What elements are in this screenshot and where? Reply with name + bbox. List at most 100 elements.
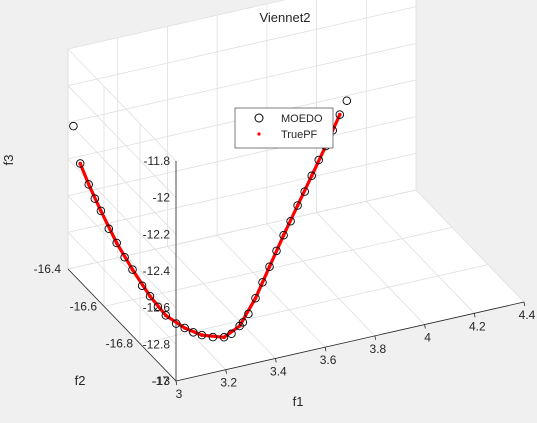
chart-title: Viennet2 xyxy=(259,10,310,25)
grid-line-x-floor xyxy=(266,223,376,337)
truepf-point xyxy=(309,174,314,178)
moedo-point[interactable] xyxy=(208,332,218,342)
grid-line-x-floor xyxy=(216,234,326,348)
moedo-point[interactable] xyxy=(227,329,236,339)
moedo-point[interactable] xyxy=(197,330,207,340)
x-tick-mark xyxy=(424,324,426,329)
grid-line-x-floor xyxy=(415,189,525,303)
moedo-point[interactable] xyxy=(293,201,302,210)
z-tick-label: -12.4 xyxy=(143,264,171,278)
x-axis-label: f1 xyxy=(293,394,304,409)
grid-line-z-left xyxy=(67,48,177,162)
legend[interactable]: MOEDO TruePF xyxy=(234,107,334,149)
legend-truepf-label: TruePF xyxy=(281,129,318,141)
moedo-point[interactable] xyxy=(145,291,155,301)
x-tick-mark xyxy=(275,358,277,363)
x-tick-label: 3.6 xyxy=(320,353,337,367)
moedo-point[interactable] xyxy=(272,246,281,256)
x-tick-mark xyxy=(225,369,227,374)
moedo-point[interactable] xyxy=(112,238,121,248)
moedo-point[interactable] xyxy=(69,121,78,131)
truepf-point xyxy=(253,296,258,301)
y-tick-label: -16.6 xyxy=(70,299,98,313)
grid-line-x-floor xyxy=(316,212,425,325)
truepf-point xyxy=(295,203,300,208)
moedo-point[interactable] xyxy=(314,155,323,165)
moedo-point[interactable] xyxy=(219,333,229,342)
truepf-point xyxy=(130,267,135,272)
moedo-point[interactable] xyxy=(84,180,93,189)
y-axis-line xyxy=(67,268,177,382)
moedo-point[interactable] xyxy=(153,302,163,311)
x-tick-label: 4 xyxy=(424,331,431,345)
moedo-point[interactable] xyxy=(265,262,274,271)
moedo-point[interactable] xyxy=(137,281,147,290)
x-tick-mark xyxy=(175,380,178,386)
grid-line-x-floor xyxy=(167,246,276,359)
grid-line-z-left xyxy=(67,122,177,235)
grid-line-z-left xyxy=(67,85,177,198)
grid-line-z-back xyxy=(67,152,417,233)
moedo-point[interactable] xyxy=(335,110,345,119)
moedo-point[interactable] xyxy=(75,159,85,168)
z-tick-label: -13 xyxy=(153,374,171,388)
x-tick-label: 3.4 xyxy=(270,364,287,378)
truepf-point xyxy=(338,112,342,117)
x-tick-label: 3.8 xyxy=(370,342,387,356)
x-tick-mark xyxy=(523,301,526,307)
grid-line-x-floor xyxy=(365,201,475,314)
legend-box xyxy=(234,107,334,149)
truepf-point xyxy=(267,264,272,269)
z-tick-label: -11.8 xyxy=(144,154,171,168)
truepf-point xyxy=(200,333,204,337)
y-axis-label: f2 xyxy=(75,373,86,388)
grid-line-z-back xyxy=(67,42,417,123)
moedo-point[interactable] xyxy=(258,278,267,287)
z-axis-label: f3 xyxy=(1,155,16,166)
x-tick-label: 3 xyxy=(176,387,183,401)
truepf-point xyxy=(99,209,103,213)
moedo-point[interactable] xyxy=(120,252,129,262)
moedo-point[interactable] xyxy=(300,187,309,196)
x-tick-label: 4.2 xyxy=(469,319,486,333)
moedo-point[interactable] xyxy=(307,171,316,181)
truepf-point xyxy=(164,313,168,318)
truepf-point xyxy=(86,182,91,187)
moedo-point[interactable] xyxy=(251,293,260,303)
grid-line-z-left xyxy=(67,232,177,345)
moedo-point[interactable] xyxy=(96,206,106,216)
moedo-point[interactable] xyxy=(286,216,295,226)
grid-line-z-back xyxy=(67,116,417,197)
z-tick-label: -12 xyxy=(153,191,171,205)
moedo-point[interactable] xyxy=(128,265,137,274)
moedo-point[interactable] xyxy=(180,323,189,333)
truepf-curve xyxy=(78,112,342,339)
y-tick-label: -17 xyxy=(152,374,170,388)
moedo-point[interactable] xyxy=(171,319,181,328)
moedo-point[interactable] xyxy=(342,96,352,105)
x-axis-line xyxy=(175,301,525,382)
floor-pane xyxy=(68,190,524,381)
moedo-point[interactable] xyxy=(90,194,100,203)
moedo-point[interactable] xyxy=(279,230,288,240)
x-tick-mark xyxy=(473,313,476,318)
moedo-point[interactable] xyxy=(238,318,248,327)
z-tick-label: -12.8 xyxy=(143,337,171,351)
legend-truepf-marker xyxy=(257,132,261,136)
truepf-point xyxy=(222,335,226,340)
moedo-point[interactable] xyxy=(161,311,171,320)
y-tick-label: -16.4 xyxy=(34,262,62,276)
moedo-point[interactable] xyxy=(189,328,198,337)
legend-moedo-marker xyxy=(254,113,264,123)
legend-moedo-label: MOEDO xyxy=(281,113,323,125)
x-tick-label: 4.4 xyxy=(519,308,536,322)
axes-box-edges xyxy=(67,161,525,382)
z-tick-label: -12.2 xyxy=(143,227,171,241)
moedo-point[interactable] xyxy=(104,224,114,234)
x-tick-label: 3.2 xyxy=(220,376,237,390)
truepf-point xyxy=(78,161,82,166)
moedo-point[interactable] xyxy=(244,309,253,319)
x-tick-mark xyxy=(374,335,377,340)
